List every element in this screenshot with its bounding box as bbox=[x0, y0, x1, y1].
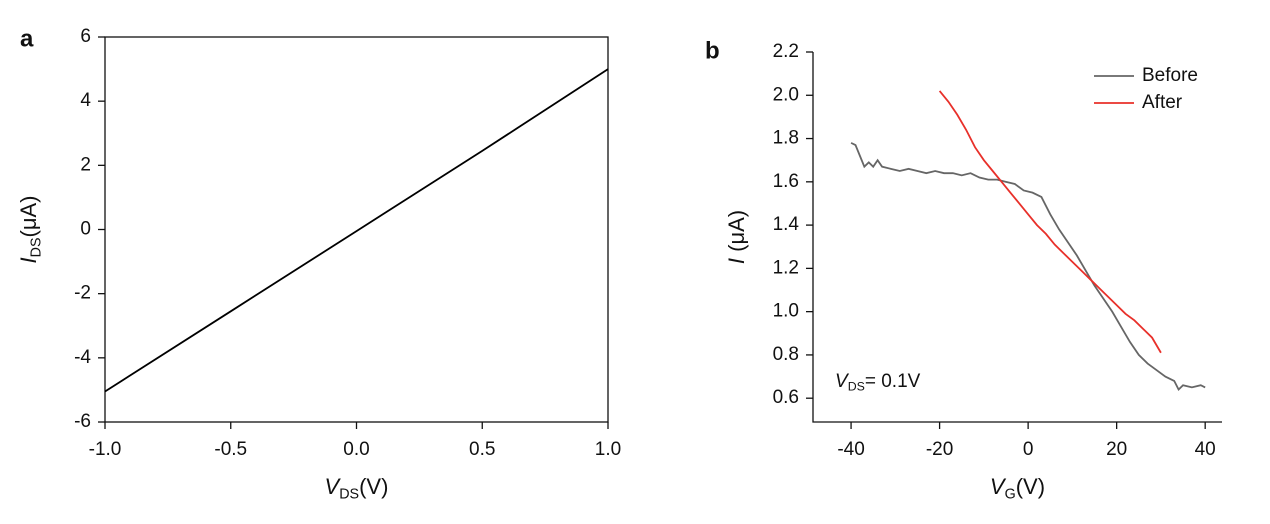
y-tick-label: 0.6 bbox=[773, 387, 799, 408]
y-tick-label: 1.8 bbox=[773, 128, 799, 149]
x-tick-label: 40 bbox=[1195, 439, 1216, 460]
panel-label: b bbox=[705, 37, 720, 64]
data-line bbox=[104, 68, 609, 393]
x-tick-label: 1.0 bbox=[595, 439, 621, 460]
y-axis-label-symbol: I bbox=[16, 257, 41, 263]
y-axis-label-rest: (μA) bbox=[16, 195, 41, 237]
x-tick-label: -0.5 bbox=[214, 439, 247, 460]
y-axis-label-rest: (μA) bbox=[724, 210, 749, 258]
plot-frame bbox=[104, 36, 609, 423]
x-axis-label-symbol: V bbox=[325, 474, 342, 499]
x-tick-label: 0.5 bbox=[469, 439, 495, 460]
annotation-symbol: V bbox=[835, 371, 850, 392]
x-axis-label-subscript: DS bbox=[339, 486, 359, 502]
y-tick-label: -2 bbox=[74, 283, 91, 304]
x-axis-label-rest: (V) bbox=[1016, 474, 1045, 499]
x-axis-label: VDS(V) bbox=[325, 474, 389, 503]
x-axis-label-symbol: V bbox=[990, 474, 1007, 499]
x-tick-label: -40 bbox=[837, 439, 864, 460]
y-tick-label: 1.2 bbox=[773, 257, 799, 278]
x-tick-label: 0.0 bbox=[343, 439, 369, 460]
panel-label: a bbox=[20, 25, 34, 52]
y-tick-label: 6 bbox=[80, 26, 91, 47]
y-axis-label-symbol: I bbox=[724, 258, 749, 264]
y-tick-label: 4 bbox=[80, 90, 91, 111]
y-axis-label-subscript: DS bbox=[28, 238, 44, 258]
annotation-subscript: DS bbox=[848, 380, 865, 394]
y-axis-label: I (μA) bbox=[724, 210, 749, 264]
x-tick-label: 20 bbox=[1106, 439, 1127, 460]
x-axis-label: VG(V) bbox=[990, 474, 1045, 503]
legend-label: Before bbox=[1142, 65, 1198, 86]
y-tick-label: 1.6 bbox=[773, 171, 799, 192]
y-tick-label: 1.0 bbox=[773, 301, 799, 322]
y-tick-label: 2.0 bbox=[773, 84, 799, 105]
y-tick-label: 0 bbox=[80, 219, 91, 240]
y-tick-label: 1.4 bbox=[773, 214, 800, 235]
y-tick-label: 2 bbox=[80, 154, 91, 175]
y-tick-label: -4 bbox=[74, 347, 91, 368]
legend-label: After bbox=[1142, 92, 1183, 113]
data-line bbox=[938, 90, 1162, 354]
y-tick-label: 0.8 bbox=[773, 344, 799, 365]
y-tick-label: 2.2 bbox=[773, 41, 799, 62]
y-axis-label: IDS(μA) bbox=[16, 195, 45, 263]
annotation: VDS= 0.1V bbox=[835, 371, 921, 394]
x-tick-label: -1.0 bbox=[89, 439, 122, 460]
x-axis-label-subscript: G bbox=[1005, 486, 1016, 502]
annotation-rest: = 0.1V bbox=[865, 371, 921, 392]
x-tick-label: -20 bbox=[926, 439, 953, 460]
x-tick-label: 0 bbox=[1023, 439, 1034, 460]
y-tick-label: -6 bbox=[74, 411, 91, 432]
axis-lines bbox=[812, 52, 1222, 423]
data-line bbox=[850, 142, 1206, 392]
x-axis-label-rest: (V) bbox=[359, 474, 388, 499]
